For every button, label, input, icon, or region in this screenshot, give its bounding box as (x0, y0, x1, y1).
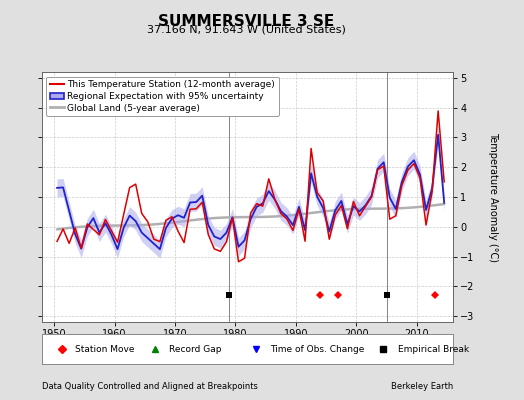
Text: Data Quality Controlled and Aligned at Breakpoints: Data Quality Controlled and Aligned at B… (42, 382, 258, 391)
Text: Record Gap: Record Gap (169, 344, 222, 354)
Text: Station Move: Station Move (75, 344, 134, 354)
Text: 37.166 N, 91.643 W (United States): 37.166 N, 91.643 W (United States) (147, 25, 346, 35)
Text: Time of Obs. Change: Time of Obs. Change (270, 344, 365, 354)
Text: Berkeley Earth: Berkeley Earth (391, 382, 453, 391)
Text: SUMMERSVILLE 3 SE: SUMMERSVILLE 3 SE (158, 14, 334, 29)
Y-axis label: Temperature Anomaly (°C): Temperature Anomaly (°C) (488, 132, 498, 262)
Text: Empirical Break: Empirical Break (398, 344, 469, 354)
Legend: This Temperature Station (12-month average), Regional Expectation with 95% uncer: This Temperature Station (12-month avera… (47, 76, 279, 116)
